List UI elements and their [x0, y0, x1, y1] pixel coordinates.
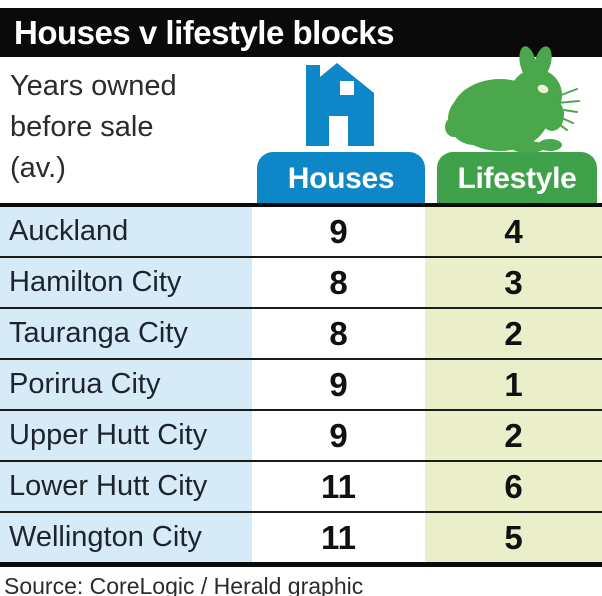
subtitle-line: Years owned — [10, 70, 177, 102]
houses-value: 8 — [252, 309, 425, 358]
table-row: Wellington City 11 5 — [0, 513, 602, 562]
city-label: Porirua City — [0, 360, 252, 409]
houses-value: 11 — [252, 462, 425, 511]
houses-value: 11 — [252, 513, 425, 562]
city-label: Lower Hutt City — [0, 462, 252, 511]
subtitle-line: before sale — [10, 111, 154, 143]
lifestyle-value: 4 — [425, 207, 602, 256]
page-title: Houses v lifestyle blocks — [14, 14, 395, 51]
source-note: Source: CoreLogic / Herald graphic — [4, 573, 364, 596]
rabbit-icon — [445, 46, 580, 153]
lifestyle-column-header: Lifestyle — [437, 152, 597, 203]
houses-column-label: Houses — [287, 162, 395, 195]
subtitle-line: (av.) — [10, 152, 66, 184]
table-row: Porirua City 9 1 — [0, 360, 602, 411]
title-bar: Houses v lifestyle blocks — [0, 8, 602, 57]
city-label: Wellington City — [0, 513, 252, 562]
city-label: Auckland — [0, 207, 252, 256]
lifestyle-value: 2 — [425, 411, 602, 460]
city-label: Tauranga City — [0, 309, 252, 358]
lifestyle-value: 1 — [425, 360, 602, 409]
lifestyle-value: 5 — [425, 513, 602, 562]
lifestyle-column-label: Lifestyle — [457, 162, 577, 195]
houses-value: 9 — [252, 411, 425, 460]
table-row: Hamilton City 8 3 — [0, 258, 602, 309]
houses-column-header: Houses — [257, 152, 425, 203]
houses-value: 9 — [252, 360, 425, 409]
city-label: Hamilton City — [0, 258, 252, 307]
table-row: Tauranga City 8 2 — [0, 309, 602, 360]
lifestyle-value: 6 — [425, 462, 602, 511]
data-table: Auckland 9 4 Hamilton City 8 3 Tauranga City 8 2… — [0, 203, 602, 567]
table-row: Auckland 9 4 — [0, 207, 602, 258]
lifestyle-value: 3 — [425, 258, 602, 307]
subtitle: Years owned before sale (av.) — [10, 66, 177, 189]
houses-value: 8 — [252, 258, 425, 307]
house-icon — [306, 63, 374, 146]
lifestyle-value: 2 — [425, 309, 602, 358]
city-label: Upper Hutt City — [0, 411, 252, 460]
houses-value: 9 — [252, 207, 425, 256]
table-row: Lower Hutt City 11 6 — [0, 462, 602, 513]
table-row: Upper Hutt City 9 2 — [0, 411, 602, 462]
